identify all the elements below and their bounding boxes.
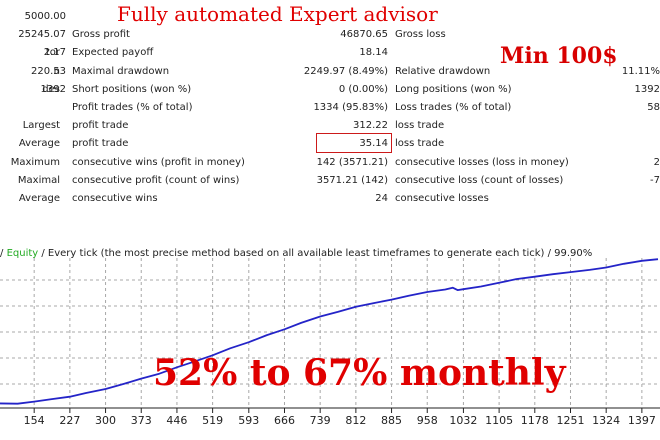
left-label: Average: [18, 138, 60, 150]
left-value: 25245.07: [18, 29, 66, 41]
stat-value: 0 (0.00%): [338, 83, 388, 95]
x-tick-label: 958: [417, 414, 438, 427]
stat-label: Gross profit: [72, 29, 130, 41]
x-tick-label: 666: [274, 414, 295, 427]
monthly-return-headline: 52% to 67% monthly: [153, 352, 566, 394]
left-label: n: [53, 65, 60, 77]
left-value: 1392: [40, 83, 66, 95]
stat-label: Profit trades (% of total): [72, 102, 193, 113]
x-tick-label: 593: [238, 414, 259, 427]
equity-chart: 154 227 300 373 446 519 593 666 739 812 885 958 1032…: [0, 258, 660, 427]
stat-value: 46870.65: [340, 29, 388, 41]
right-label: Gross loss: [395, 29, 446, 41]
right-label: consecutive losses: [395, 193, 489, 204]
x-tick-label: 1324: [592, 414, 620, 427]
left-label: Maximum: [10, 156, 60, 168]
stat-label: Expected payoff: [72, 47, 154, 59]
stat-label: Short positions (won %): [72, 83, 192, 95]
stat-label: Maximal drawdown: [72, 65, 170, 77]
stat-value: 2249.97 (8.49%): [303, 65, 388, 77]
stat-value: 142 (3571.21): [316, 156, 388, 168]
x-tick-label: 1178: [521, 414, 549, 427]
stat-value: 3571.21 (142): [316, 174, 388, 186]
left-label: Largest: [22, 120, 60, 132]
x-tick-label: 885: [381, 414, 402, 427]
right-value: -7: [650, 174, 660, 186]
chart-legend: / Equity / Every tick (the most precise …: [0, 245, 660, 263]
equity-line: [0, 258, 659, 405]
right-value: 58: [647, 102, 660, 113]
right-label: Long positions (won %): [395, 83, 512, 95]
right-value: 1392: [634, 83, 660, 95]
stat-value: 312.22: [353, 120, 388, 132]
left-label: des: [42, 83, 60, 95]
x-tick-label: 1032: [449, 414, 477, 427]
right-label: loss trade: [395, 138, 445, 150]
x-tick-label: 1397: [628, 414, 656, 427]
stat-value: 1334 (95.83%): [313, 102, 388, 113]
stat-value: 24: [375, 193, 388, 204]
x-tick-label: 812: [345, 414, 366, 427]
right-label: consecutive losses (loss in money): [395, 156, 569, 168]
stat-value: 18.14: [359, 47, 388, 59]
right-label: loss trade: [395, 120, 445, 132]
x-tick-label: 300: [95, 414, 116, 427]
x-tick-label: 1251: [556, 414, 584, 427]
right-label: Loss trades (% of total): [395, 102, 512, 113]
x-tick-label: 739: [310, 414, 331, 427]
x-tick-label: 373: [131, 414, 152, 427]
page-title: Fully automated Expert advisor: [117, 2, 438, 26]
legend-model: / Every tick (the most precise method ba…: [41, 248, 593, 259]
x-tick-label: 1105: [485, 414, 513, 427]
left-label: tor: [45, 47, 60, 59]
right-value: 11.11%: [621, 65, 660, 77]
stat-label: profit trade: [72, 120, 129, 132]
x-tick-label: 227: [59, 414, 80, 427]
right-value: 2: [653, 156, 660, 168]
left-value: 220.53: [31, 65, 66, 77]
legend-separator: /: [0, 248, 4, 259]
stat-label: consecutive wins: [72, 193, 158, 204]
legend-equity: Equity: [6, 248, 39, 259]
stat-label: consecutive wins (profit in money): [72, 156, 245, 168]
stat-value: 35.14: [359, 138, 388, 150]
stat-label: consecutive profit (count of wins): [72, 174, 240, 186]
highlight-box: [316, 133, 392, 153]
left-value: 5000.00: [24, 11, 66, 22]
left-value: 2.17: [43, 47, 66, 59]
min-deposit-label: Min 100$: [500, 43, 618, 69]
stat-label: profit trade: [72, 138, 129, 150]
x-tick-label: 446: [166, 414, 187, 427]
left-label: Maximal: [17, 174, 60, 186]
right-label: Relative drawdown: [395, 65, 491, 77]
x-tick-label: 519: [202, 414, 223, 427]
right-label: consecutive loss (count of losses): [395, 174, 564, 186]
left-label: Average: [18, 193, 60, 204]
x-tick-label: 154: [24, 414, 45, 427]
backtest-report: Fully automated Expert advisor Min 100$ …: [10, 2, 660, 204]
